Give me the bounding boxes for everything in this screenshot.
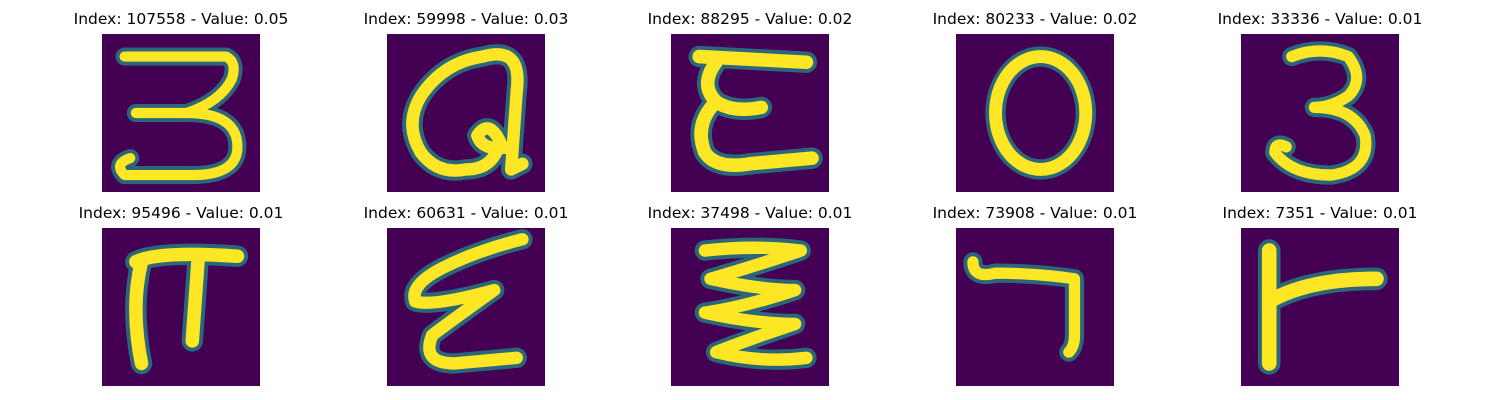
digit-image-pi: [102, 228, 260, 386]
digit-image-7-hook: [956, 228, 1114, 386]
digit-image-3-flat-top: [102, 34, 260, 192]
image-title: Index: 80233 - Value: 0.02: [932, 10, 1138, 28]
digit-image-epsilon-slanted: [387, 228, 545, 386]
digit-image-3: [1241, 34, 1399, 192]
image-title: Index: 88295 - Value: 0.02: [647, 10, 853, 28]
digit-image-zigzag: [671, 228, 829, 386]
digit-image-t-rotated: [1241, 228, 1399, 386]
image-title: Index: 33336 - Value: 0.01: [1217, 10, 1423, 28]
digit-image-epsilon: [671, 34, 829, 192]
image-title: Index: 73908 - Value: 0.01: [932, 204, 1138, 222]
image-title: Index: 59998 - Value: 0.03: [363, 10, 569, 28]
image-title: Index: 95496 - Value: 0.01: [78, 204, 284, 222]
digit-image-0: [956, 34, 1114, 192]
image-title: Index: 37498 - Value: 0.01: [647, 204, 853, 222]
image-title: Index: 60631 - Value: 0.01: [363, 204, 569, 222]
image-title: Index: 107558 - Value: 0.05: [73, 10, 289, 28]
image-title: Index: 7351 - Value: 0.01: [1222, 204, 1418, 222]
digit-image-q: [387, 34, 545, 192]
